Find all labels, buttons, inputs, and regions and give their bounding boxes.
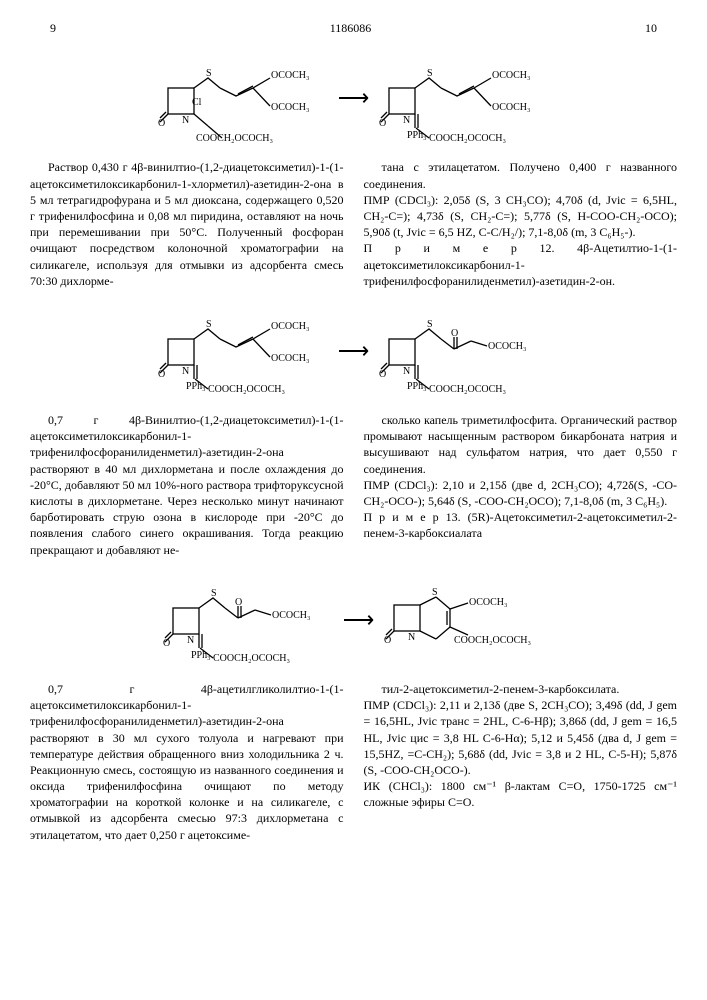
svg-text:Cl: Cl xyxy=(192,97,202,108)
svg-text:O: O xyxy=(379,118,386,129)
svg-text:OCOCH₃: OCOCH₃ xyxy=(492,102,531,113)
reaction-scheme-3: O S N O PPh₃ OCOCH₃ COOCH₂OCOCH₃ ⟶ xyxy=(30,570,677,669)
col-right-2: сколько капель триметилфосфита. Органиче… xyxy=(364,412,678,558)
svg-text:O: O xyxy=(163,638,170,649)
reaction-scheme-2: O S N PPh₃ OCOCH₃ OCOCH₃ COOCH₂OCOCH₃ ⟶ xyxy=(30,301,677,400)
svg-text:COOCH₂OCOCH₃: COOCH₂OCOCH₃ xyxy=(429,384,506,395)
reaction-arrow-2: ⟶ xyxy=(338,336,370,366)
molecule-1-right: O S N PPh₃ OCOCH₃ OCOCH₃ COOCH₂OCOCH₃ xyxy=(379,48,549,147)
svg-text:N: N xyxy=(182,366,189,377)
svg-text:PPh₃: PPh₃ xyxy=(191,650,211,661)
svg-text:N: N xyxy=(182,115,189,126)
svg-text:O: O xyxy=(235,597,242,608)
svg-text:OCOCH₃: OCOCH₃ xyxy=(488,341,527,352)
col-right-3: тил-2-ацетоксиметил-2-пенем-3-карбоксила… xyxy=(364,681,678,843)
svg-text:S: S xyxy=(211,588,217,599)
col-right-1: тана с этилацетатом. Получено 0,400 г на… xyxy=(364,159,678,289)
para-1-right: тана с этилацетатом. Получено 0,400 г на… xyxy=(364,159,678,289)
col-left-3: 0,7 г 4β-ацетилгликолилтио-1-(1-ацетокси… xyxy=(30,681,344,843)
svg-text:S: S xyxy=(432,587,438,598)
para-2-right: сколько капель триметилфосфита. Органиче… xyxy=(364,412,678,542)
molecule-1-left: O S N Cl OCOCH₃ OCOCH₃ COOCH₂OCOCH₃ xyxy=(158,48,328,147)
svg-text:O: O xyxy=(158,118,165,129)
svg-text:PPh₃: PPh₃ xyxy=(407,381,427,392)
svg-text:O: O xyxy=(451,328,458,339)
text-block-1: Раствор 0,430 г 4β-винилтио-(1,2-диацето… xyxy=(30,159,677,289)
svg-text:S: S xyxy=(206,319,212,330)
svg-text:N: N xyxy=(187,635,194,646)
svg-text:S: S xyxy=(427,68,433,79)
svg-text:OCOCH₃: OCOCH₃ xyxy=(272,610,311,621)
col-left-1: Раствор 0,430 г 4β-винилтио-(1,2-диацето… xyxy=(30,159,344,289)
para-3-left: 0,7 г 4β-ацетилгликолилтио-1-(1-ацетокси… xyxy=(30,681,344,843)
svg-text:N: N xyxy=(408,632,415,643)
svg-text:COOCH₂OCOCH₃: COOCH₂OCOCH₃ xyxy=(454,635,531,646)
svg-text:OCOCH₃: OCOCH₃ xyxy=(469,597,508,608)
reaction-scheme-1: O S N Cl OCOCH₃ OCOCH₃ COOCH₂OCOCH₃ ⟶ xyxy=(30,48,677,147)
svg-text:OCOCH₃: OCOCH₃ xyxy=(271,70,310,81)
svg-text:PPh₃: PPh₃ xyxy=(186,381,206,392)
svg-text:COOCH₂OCOCH₃: COOCH₂OCOCH₃ xyxy=(429,133,506,143)
molecule-2-left: O S N PPh₃ OCOCH₃ OCOCH₃ COOCH₂OCOCH₃ xyxy=(158,301,328,400)
svg-text:N: N xyxy=(403,366,410,377)
reaction-arrow-1: ⟶ xyxy=(338,83,370,113)
patent-number: 1186086 xyxy=(56,20,645,36)
svg-text:N: N xyxy=(403,115,410,126)
svg-text:OCOCH₃: OCOCH₃ xyxy=(271,102,310,113)
page-num-right: 10 xyxy=(645,20,657,36)
svg-text:S: S xyxy=(427,319,433,330)
svg-text:COOCH₂OCOCH₃: COOCH₂OCOCH₃ xyxy=(196,133,273,143)
svg-text:OCOCH₃: OCOCH₃ xyxy=(271,321,310,332)
svg-text:S: S xyxy=(206,68,212,79)
para-3-right: тил-2-ацетоксиметил-2-пенем-3-карбоксила… xyxy=(364,681,678,811)
svg-text:COOCH₂OCOCH₃: COOCH₂OCOCH₃ xyxy=(208,384,285,395)
para-1-left: Раствор 0,430 г 4β-винилтио-(1,2-диацето… xyxy=(30,159,344,289)
col-left-2: 0,7 г 4β-Винилтио-(1,2-диацетоксиметил)-… xyxy=(30,412,344,558)
molecule-3-left: O S N O PPh₃ OCOCH₃ COOCH₂OCOCH₃ xyxy=(163,570,333,669)
reaction-arrow-3: ⟶ xyxy=(343,605,375,635)
svg-text:OCOCH₃: OCOCH₃ xyxy=(271,353,310,364)
molecule-3-right: O S N OCOCH₃ COOCH₂OCOCH₃ xyxy=(384,575,544,664)
svg-text:O: O xyxy=(379,369,386,380)
svg-text:O: O xyxy=(384,635,391,646)
svg-text:PPh₃: PPh₃ xyxy=(407,130,427,141)
text-block-3: 0,7 г 4β-ацетилгликолилтио-1-(1-ацетокси… xyxy=(30,681,677,843)
molecule-2-right: O S N O PPh₃ OCOCH₃ COOCH₂OCOCH₃ xyxy=(379,301,549,400)
svg-text:O: O xyxy=(158,369,165,380)
para-2-left: 0,7 г 4β-Винилтио-(1,2-диацетоксиметил)-… xyxy=(30,412,344,558)
svg-text:COOCH₂OCOCH₃: COOCH₂OCOCH₃ xyxy=(213,653,290,664)
page-header: 9 1186086 10 xyxy=(30,20,677,36)
svg-text:OCOCH₃: OCOCH₃ xyxy=(492,70,531,81)
text-block-2: 0,7 г 4β-Винилтио-(1,2-диацетоксиметил)-… xyxy=(30,412,677,558)
